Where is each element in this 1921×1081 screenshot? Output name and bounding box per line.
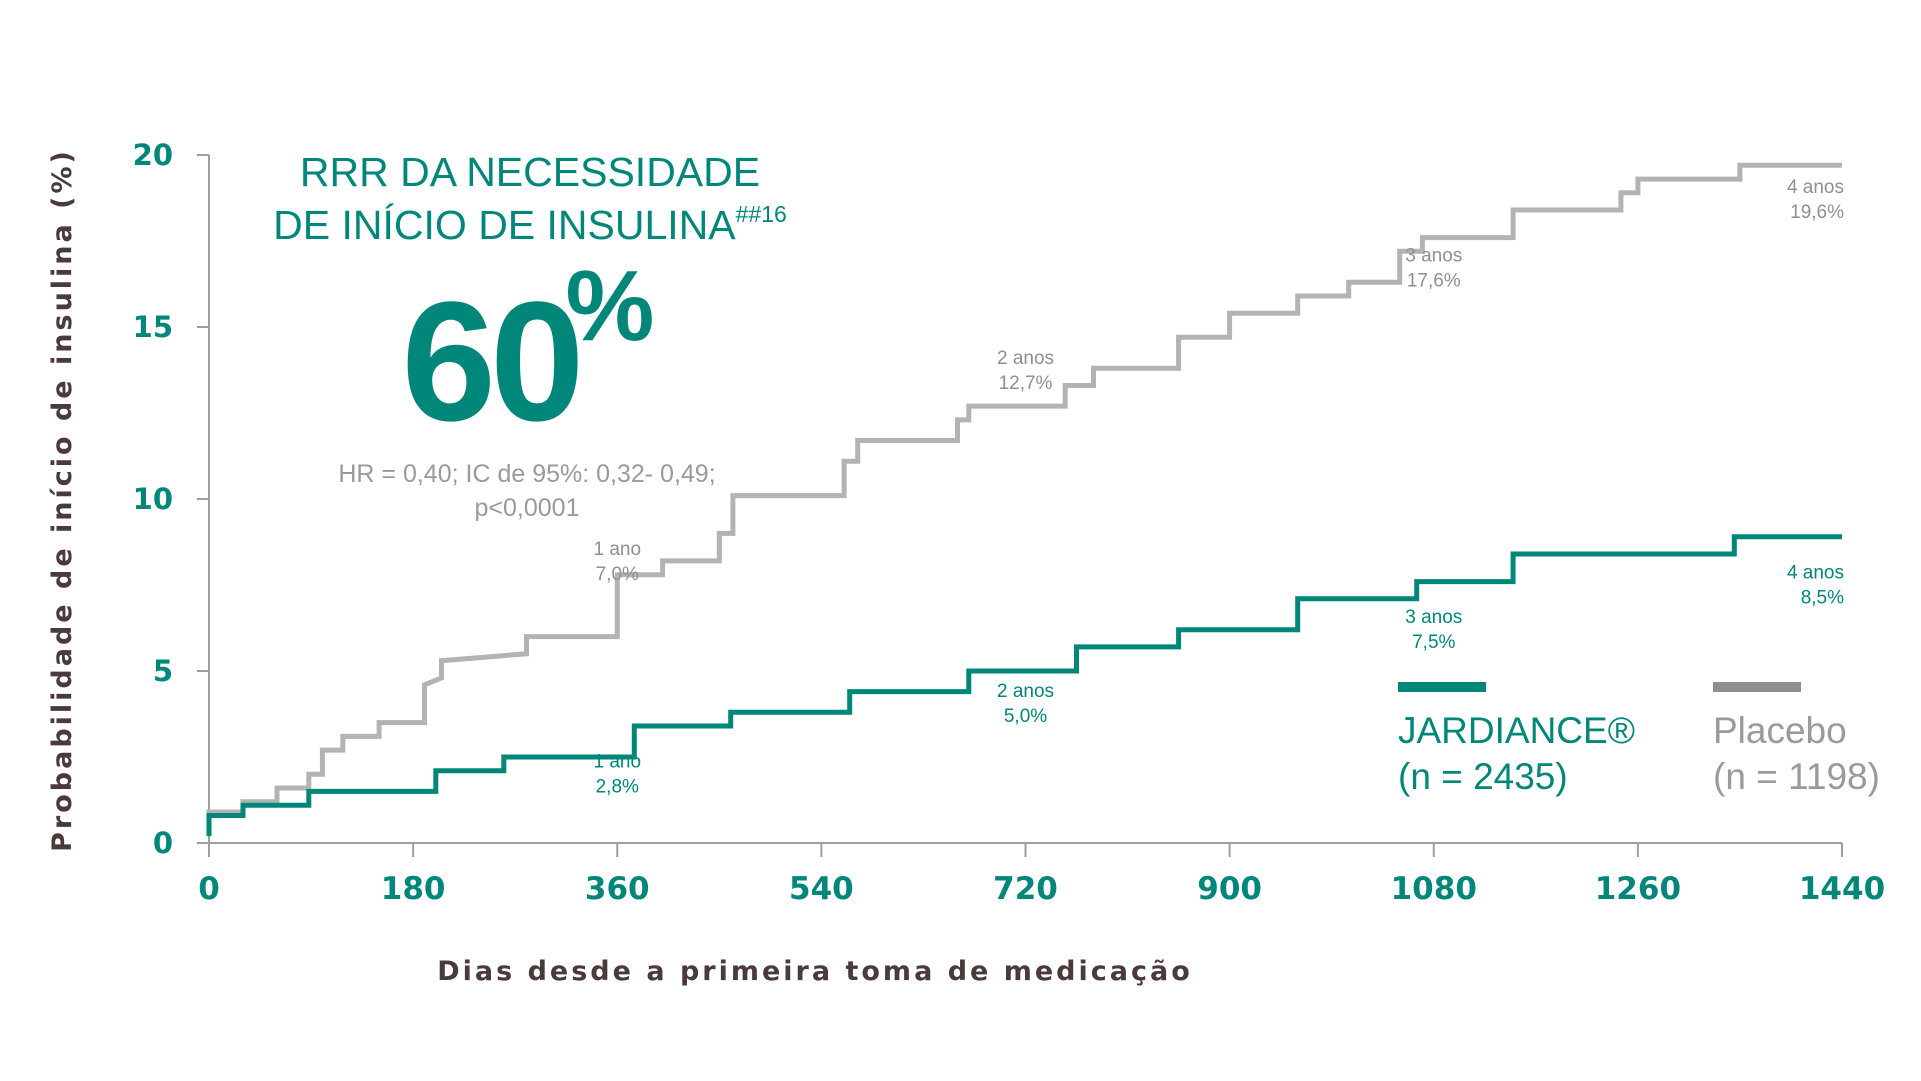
annotation-year: 4 anos (1787, 563, 1844, 584)
y-tick-label: 15 (133, 310, 173, 344)
headline-stat-line1: HR = 0,40; IC de 95%: 0,32- 0,49; (338, 460, 715, 488)
legend-swatch-placebo (1713, 682, 1801, 692)
headline-superscript: ##16 (736, 201, 787, 227)
x-tick-label: 720 (993, 871, 1058, 907)
annotation-year: 1 ano (593, 539, 641, 560)
headline-title-line2: DE INÍCIO DE INSULINA##16 (273, 201, 787, 248)
series (206, 162, 1842, 837)
annotation-year: 2 anos (997, 681, 1054, 702)
series-line-placebo (206, 162, 1842, 830)
x-tick-label: 1080 (1391, 871, 1477, 907)
x-tick-label: 0 (198, 871, 220, 907)
x-axis-title: Dias desde a primeira toma de medicação (437, 956, 1193, 987)
headline: RRR DA NECESSIDADE DE INÍCIO DE INSULINA… (273, 149, 787, 522)
legend-jardiance-name-text: JARDIANCE® (1398, 710, 1635, 751)
headline-value: 60 (401, 267, 578, 457)
annotation-value: 8,5% (1801, 588, 1844, 609)
annotation-value: 12,7% (999, 373, 1053, 394)
annotation-value: 2,8% (596, 777, 639, 798)
x-ticks: 0 180 360 540 720 900 1080 1260 1440 (198, 843, 1885, 907)
annotation-value: 7,5% (1412, 632, 1455, 653)
series-line-jardiance (206, 534, 1842, 837)
legend-placebo-name: Placebo (1713, 710, 1847, 751)
y-ticks: 0 5 10 15 20 (133, 138, 209, 860)
annotation-year: 4 anos (1787, 177, 1844, 198)
annotation-year: 2 anos (997, 348, 1054, 369)
legend-jardiance-n: (n = 2435) (1398, 756, 1568, 797)
headline-title-line1: RRR DA NECESSIDADE (300, 149, 760, 195)
x-tick-label: 900 (1197, 871, 1262, 907)
x-tick-label: 1440 (1799, 871, 1885, 907)
y-tick-label: 10 (133, 482, 173, 516)
headline-title-line2-text: DE INÍCIO DE INSULINA (273, 202, 736, 248)
annotation-value: 7,0% (596, 564, 639, 585)
annotation-value: 5,0% (1004, 706, 1047, 727)
annotation-value: 17,6% (1407, 271, 1461, 292)
legend-placebo-n: (n = 1198) (1713, 756, 1880, 797)
x-tick-label: 1260 (1595, 871, 1681, 907)
legend-jardiance-name: JARDIANCE® (1398, 710, 1635, 751)
y-tick-label: 0 (153, 826, 173, 860)
x-tick-label: 360 (585, 871, 650, 907)
y-tick-label: 5 (153, 654, 173, 688)
x-tick-label: 180 (381, 871, 446, 907)
annotation-year: 3 anos (1405, 607, 1462, 628)
annotation-value: 19,6% (1790, 202, 1844, 223)
annotation-year: 3 anos (1405, 246, 1462, 267)
annotation-year: 1 ano (593, 752, 641, 773)
legend-swatch-jardiance (1398, 682, 1486, 692)
annotations: 1 ano 7,0% 2 anos 12,7% 3 anos 17,6% 4 anos 19,… (593, 177, 1844, 798)
x-tick-label: 540 (789, 871, 854, 907)
y-axis-title: Probabilidade de início de insulina (%) (47, 148, 78, 852)
y-tick-label: 20 (133, 138, 173, 172)
legend: JARDIANCE® (n = 2435) Placebo (n = 1198) (1398, 682, 1880, 797)
headline-stat-line2: p<0,0001 (475, 494, 580, 522)
headline-percent: % (566, 250, 655, 362)
